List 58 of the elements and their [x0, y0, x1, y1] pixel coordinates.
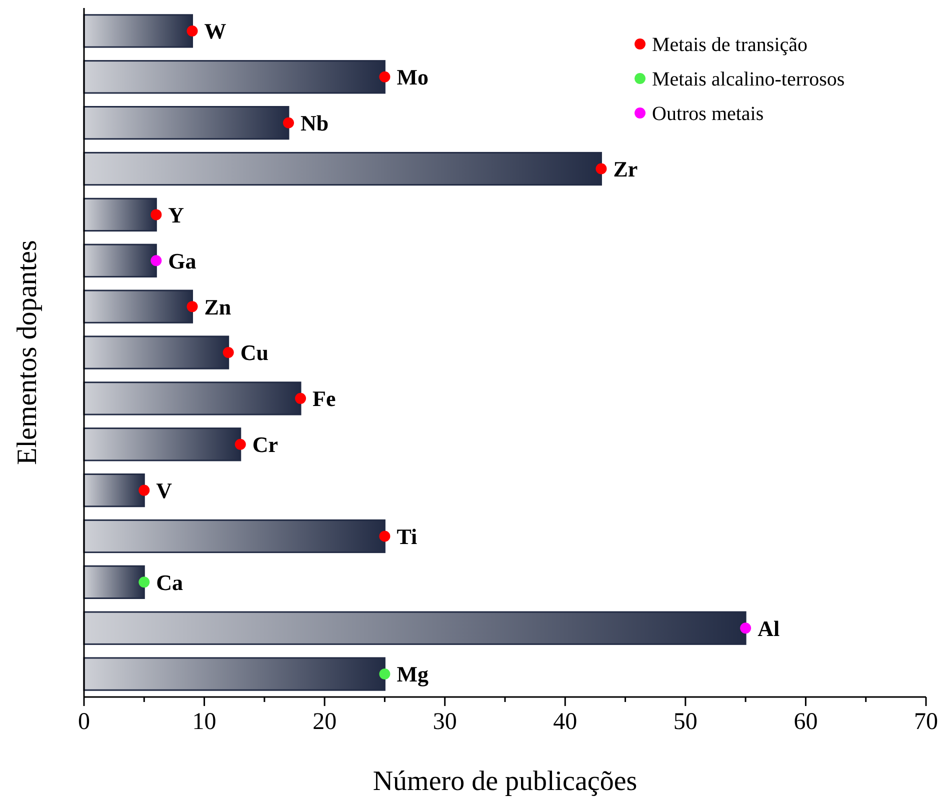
x-tick-label: 60 [794, 709, 818, 735]
point [234, 438, 246, 450]
bar [83, 244, 157, 278]
bar [83, 106, 290, 140]
y-tick-label: Mo [396, 64, 428, 90]
point [138, 576, 150, 588]
x-tick-label: 40 [553, 709, 578, 735]
point [379, 668, 390, 680]
x-tick-label: 10 [192, 709, 216, 735]
point [186, 25, 198, 36]
bar [83, 14, 194, 48]
bar [83, 60, 386, 94]
x-tick-label: 0 [78, 709, 90, 735]
point [150, 209, 162, 220]
y-tick-label: V [156, 478, 172, 503]
point [379, 71, 390, 82]
y-tick-label: Fe [312, 386, 336, 412]
point [740, 622, 752, 634]
point [186, 301, 198, 312]
point [150, 255, 162, 266]
y-axis-title: Elementos dopantes [12, 240, 43, 465]
point [282, 117, 294, 128]
point [222, 347, 234, 358]
bar [83, 473, 145, 508]
bar [83, 336, 230, 370]
point [138, 484, 150, 496]
bar [83, 382, 302, 416]
bar [83, 657, 386, 691]
x-tick-label: 20 [312, 709, 337, 735]
bar [83, 565, 145, 599]
point [295, 392, 306, 404]
y-tick-label: W [204, 18, 226, 44]
x-axis-title: Número de publicações [372, 766, 638, 797]
y-tick-label: Ti [396, 524, 418, 549]
bar [83, 428, 242, 462]
y-tick-label: Zn [204, 294, 232, 320]
legend-label: Metais alcalino-terrosos [652, 68, 845, 90]
y-tick-label: Cu [240, 340, 268, 366]
y-tick-label: Mg [396, 662, 428, 687]
bar [83, 611, 746, 645]
bar [83, 152, 602, 186]
legend-label: Metais de transição [652, 34, 808, 56]
point [596, 163, 607, 174]
y-tick-label: Cr [252, 432, 278, 458]
x-tick-label: 50 [673, 709, 698, 735]
bar [83, 290, 194, 324]
point [379, 530, 390, 542]
y-tick-label: Y [168, 202, 184, 228]
bar [83, 519, 386, 554]
y-tick-label: Nb [300, 110, 329, 136]
y-tick-label: Zr [613, 156, 638, 182]
y-tick-label: Ga [168, 248, 196, 274]
bar [83, 198, 157, 232]
legend-label: Outros metais [652, 103, 764, 125]
y-tick-label: Ca [156, 570, 184, 595]
x-tick-label: 70 [914, 709, 938, 735]
x-tick-label: 30 [432, 709, 457, 735]
y-tick-label: Al [758, 616, 780, 641]
